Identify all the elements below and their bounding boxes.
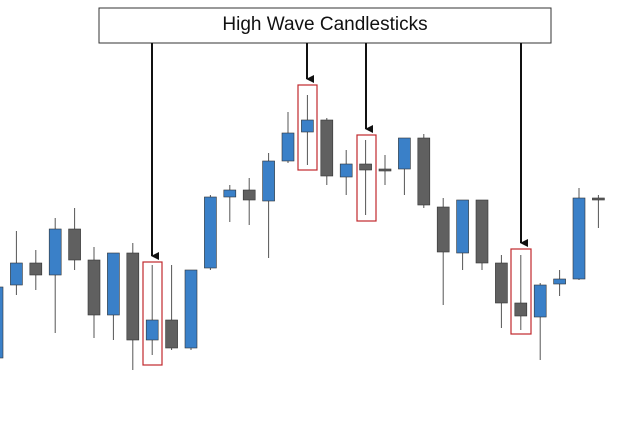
- candle-body: [68, 228, 81, 261]
- candle-body: [436, 206, 450, 253]
- candle-body: [359, 163, 372, 171]
- highlight-box: [510, 248, 532, 335]
- candle-body: [320, 119, 334, 177]
- title-box: [98, 7, 552, 44]
- candle-body: [456, 199, 469, 254]
- candle-body: [29, 262, 43, 276]
- candle-body: [223, 189, 237, 198]
- candle-body: [165, 319, 178, 349]
- candle-body: [184, 269, 198, 349]
- candle-body: [592, 197, 605, 201]
- candle-body: [514, 302, 528, 317]
- highlight-box: [142, 261, 163, 366]
- candle-body: [204, 196, 217, 269]
- highlight-box: [356, 134, 377, 222]
- candle-body: [475, 199, 489, 264]
- candle-body: [145, 319, 159, 341]
- candle-body: [533, 284, 547, 318]
- candle-body: [87, 259, 101, 316]
- candle-body: [0, 286, 4, 359]
- candle-body: [301, 119, 314, 133]
- candle-body: [417, 137, 431, 206]
- highlight-box: [297, 84, 318, 171]
- candle-body: [572, 197, 586, 280]
- candle-body: [281, 132, 295, 162]
- chart-title: High Wave Candlesticks: [222, 14, 427, 35]
- candle-body: [242, 189, 256, 201]
- arrows: [151, 43, 528, 260]
- highlights: [142, 84, 532, 366]
- candle-body: [107, 252, 120, 316]
- candle-body: [126, 252, 140, 341]
- candle-body: [495, 262, 508, 304]
- candles: [0, 95, 605, 370]
- candle-body: [378, 168, 392, 172]
- candle-body: [553, 278, 566, 285]
- candle-body: [262, 160, 275, 202]
- candle-body: [10, 262, 23, 286]
- candle-body: [398, 137, 411, 170]
- candle-body: [48, 228, 62, 276]
- candle-body: [339, 163, 353, 178]
